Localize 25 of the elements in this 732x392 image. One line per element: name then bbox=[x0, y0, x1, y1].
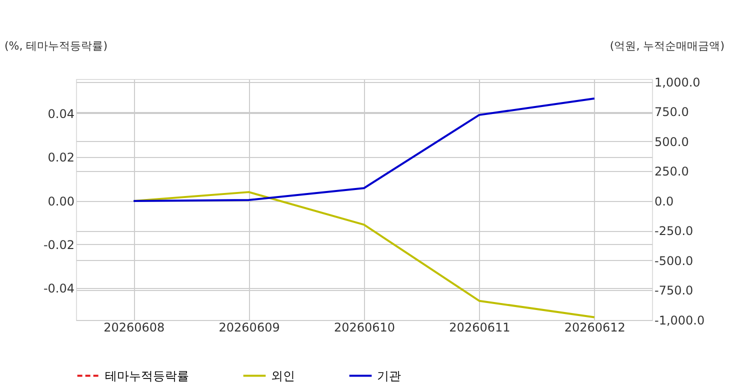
y2-axis-title: (억원, 누적순매매금액) bbox=[610, 40, 724, 52]
x-tick-label: 20260612 bbox=[564, 320, 626, 334]
line-series bbox=[132, 98, 596, 202]
y-tick-label: -0.02 bbox=[43, 238, 74, 252]
y2-tick-label: -500.0 bbox=[654, 254, 694, 268]
legend-label: 테마누적등락률 bbox=[105, 368, 189, 383]
y2-tick-label: 750.0 bbox=[654, 105, 689, 120]
x-tick-label: 20260611 bbox=[449, 320, 510, 334]
legend-label: 외인 bbox=[271, 368, 295, 383]
legend-label: 기관 bbox=[377, 368, 401, 383]
y-axis-title: (%, 테마누적등락률) bbox=[4, 40, 108, 52]
y2-tick-label: 250.0 bbox=[654, 164, 689, 179]
y2-tick-label: -750.0 bbox=[654, 284, 694, 298]
y-tick-label: 0.02 bbox=[48, 150, 74, 165]
y-tick-label: -0.04 bbox=[43, 282, 74, 296]
y2-tick-label: -1,000.0 bbox=[654, 314, 705, 328]
y-tick-label: 0.04 bbox=[48, 106, 74, 121]
y2-tick-label: 1,000.0 bbox=[654, 75, 700, 90]
x-tick-label: 20260610 bbox=[334, 320, 396, 334]
y-tick-label: 0.00 bbox=[48, 194, 74, 208]
x-tick-label: 20260609 bbox=[218, 320, 280, 334]
y2-tick-label: 500.0 bbox=[654, 134, 689, 149]
x-tick-label: 20260608 bbox=[104, 320, 165, 334]
y2-tick-label: -250.0 bbox=[654, 224, 694, 238]
y2-tick-label: 0.0 bbox=[654, 194, 674, 208]
